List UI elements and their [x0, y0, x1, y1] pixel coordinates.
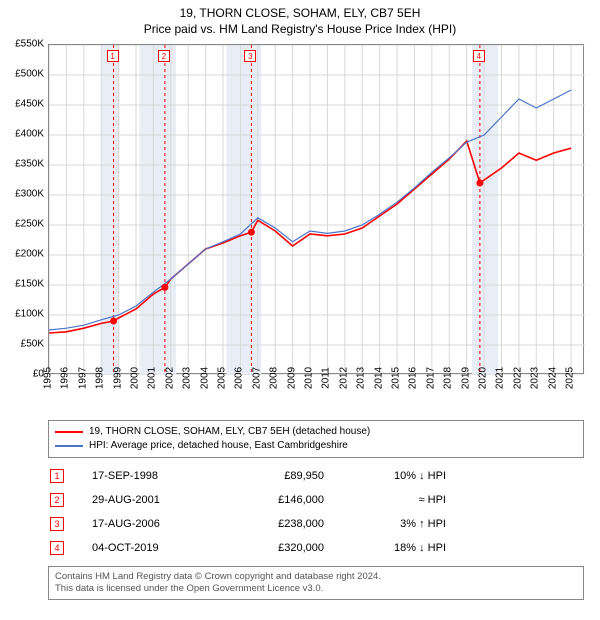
- sale-number-box: 4: [50, 541, 64, 555]
- sale-price: £89,950: [214, 470, 324, 482]
- y-tick-label: £450K: [2, 99, 44, 110]
- y-tick-label: £300K: [2, 189, 44, 200]
- x-tick-label: 2024: [547, 367, 558, 389]
- y-tick-label: £400K: [2, 129, 44, 140]
- sale-price: £146,000: [214, 494, 324, 506]
- sale-date: 29-AUG-2001: [74, 494, 204, 506]
- x-tick-label: 1995: [43, 367, 54, 389]
- x-tick-label: 2012: [338, 367, 349, 389]
- sales-row: 4 04-OCT-2019 £320,000 18% ↓ HPI: [48, 536, 584, 560]
- plot-area: 1 2 3 4: [48, 44, 584, 374]
- y-tick-label: £0: [2, 369, 44, 380]
- y-tick-label: £350K: [2, 159, 44, 170]
- x-tick-label: 2019: [460, 367, 471, 389]
- sales-table: 1 17-SEP-1998 £89,950 10% ↓ HPI 2 29-AUG-2001…: [48, 464, 584, 560]
- sale-number-box: 3: [50, 517, 64, 531]
- sale-delta: 3% ↑ HPI: [334, 518, 454, 530]
- x-tick-label: 2001: [147, 367, 158, 389]
- x-tick-label: 1996: [60, 367, 71, 389]
- x-tick-label: 2025: [565, 367, 576, 389]
- x-tick-label: 2021: [495, 367, 506, 389]
- x-tick-label: 2002: [164, 367, 175, 389]
- x-tick-label: 2009: [286, 367, 297, 389]
- sales-row: 3 17-AUG-2006 £238,000 3% ↑ HPI: [48, 512, 584, 536]
- sale-marker-box: 3: [244, 50, 256, 62]
- sale-marker-box: 4: [473, 50, 485, 62]
- x-tick-label: 1998: [95, 367, 106, 389]
- chart-container: 19, THORN CLOSE, SOHAM, ELY, CB7 5EH Pri…: [0, 0, 600, 620]
- x-tick-label: 2003: [182, 367, 193, 389]
- chart: 1 2 3 4 £0 £50K £100K £150K £200K £250K £300K £350…: [0, 40, 600, 416]
- x-tick-label: 2004: [199, 367, 210, 389]
- sale-number-box: 1: [50, 469, 64, 483]
- plot-svg: [49, 45, 585, 375]
- x-tick-label: 2020: [478, 367, 489, 389]
- x-tick-label: 2007: [251, 367, 262, 389]
- x-tick-label: 2015: [391, 367, 402, 389]
- x-tick-label: 2005: [217, 367, 228, 389]
- sales-row: 1 17-SEP-1998 £89,950 10% ↓ HPI: [48, 464, 584, 488]
- title-block: 19, THORN CLOSE, SOHAM, ELY, CB7 5EH Pri…: [0, 0, 600, 36]
- sale-number-box: 2: [50, 493, 64, 507]
- sale-marker-box: 1: [107, 50, 119, 62]
- footer-line: This data is licensed under the Open Gov…: [55, 583, 577, 595]
- x-tick-label: 2014: [373, 367, 384, 389]
- legend-swatch: [55, 431, 83, 433]
- x-tick-label: 2013: [356, 367, 367, 389]
- x-tick-label: 1999: [112, 367, 123, 389]
- x-tick-label: 2006: [234, 367, 245, 389]
- sales-row: 2 29-AUG-2001 £146,000 ≈ HPI: [48, 488, 584, 512]
- x-tick-label: 2008: [269, 367, 280, 389]
- y-tick-label: £550K: [2, 39, 44, 50]
- y-tick-label: £150K: [2, 279, 44, 290]
- y-tick-label: £250K: [2, 219, 44, 230]
- legend-label: HPI: Average price, detached house, East…: [89, 439, 348, 453]
- x-tick-label: 2000: [130, 367, 141, 389]
- sale-price: £320,000: [214, 542, 324, 554]
- legend-swatch: [55, 445, 83, 447]
- sale-date: 04-OCT-2019: [74, 542, 204, 554]
- sale-delta: 10% ↓ HPI: [334, 470, 454, 482]
- x-tick-label: 1997: [77, 367, 88, 389]
- sale-delta: ≈ HPI: [334, 494, 454, 506]
- sale-date: 17-SEP-1998: [74, 470, 204, 482]
- x-tick-label: 2018: [443, 367, 454, 389]
- legend: 19, THORN CLOSE, SOHAM, ELY, CB7 5EH (de…: [48, 420, 584, 458]
- sale-delta: 18% ↓ HPI: [334, 542, 454, 554]
- sale-date: 17-AUG-2006: [74, 518, 204, 530]
- legend-item: HPI: Average price, detached house, East…: [55, 439, 577, 453]
- x-tick-label: 2023: [530, 367, 541, 389]
- sale-marker-box: 2: [158, 50, 170, 62]
- x-tick-label: 2011: [321, 367, 332, 389]
- legend-item: 19, THORN CLOSE, SOHAM, ELY, CB7 5EH (de…: [55, 425, 577, 439]
- title-subtitle: Price paid vs. HM Land Registry's House …: [0, 22, 600, 36]
- y-tick-label: £100K: [2, 309, 44, 320]
- x-tick-label: 2022: [512, 367, 523, 389]
- y-tick-label: £200K: [2, 249, 44, 260]
- y-tick-label: £50K: [2, 339, 44, 350]
- legend-label: 19, THORN CLOSE, SOHAM, ELY, CB7 5EH (de…: [89, 425, 370, 439]
- x-tick-label: 2016: [408, 367, 419, 389]
- footer: Contains HM Land Registry data © Crown c…: [48, 566, 584, 600]
- x-tick-label: 2017: [425, 367, 436, 389]
- footer-line: Contains HM Land Registry data © Crown c…: [55, 571, 577, 583]
- sale-price: £238,000: [214, 518, 324, 530]
- y-tick-label: £500K: [2, 69, 44, 80]
- x-tick-label: 2010: [304, 367, 315, 389]
- title-address: 19, THORN CLOSE, SOHAM, ELY, CB7 5EH: [0, 6, 600, 20]
